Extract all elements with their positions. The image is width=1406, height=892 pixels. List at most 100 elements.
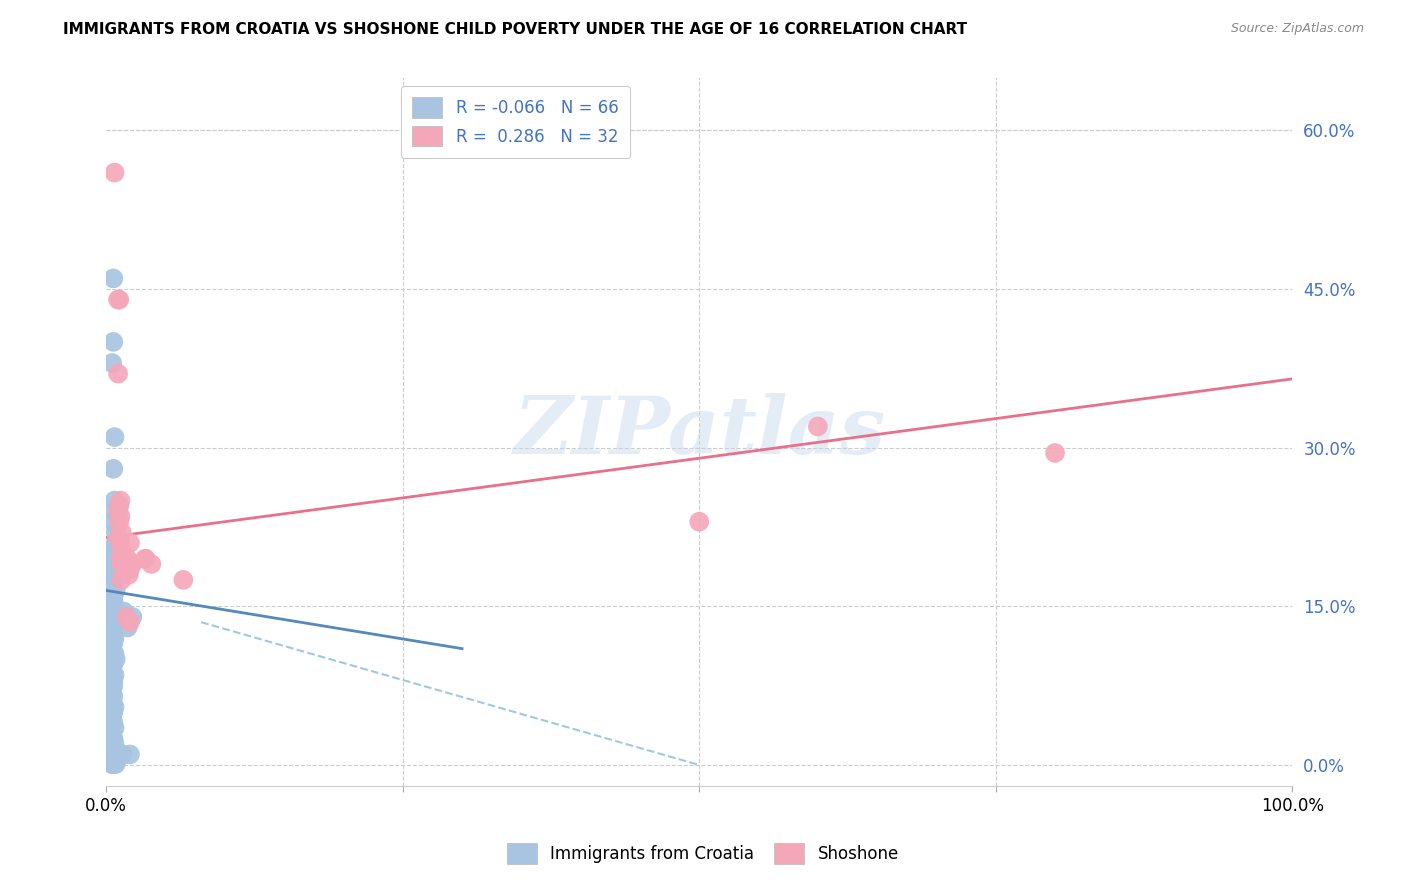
Point — [108, 499, 131, 513]
Point — [103, 715, 125, 730]
Point — [101, 551, 124, 566]
Point — [807, 419, 830, 434]
Point — [103, 749, 125, 764]
Text: IMMIGRANTS FROM CROATIA VS SHOSHONE CHILD POVERTY UNDER THE AGE OF 16 CORRELATIO: IMMIGRANTS FROM CROATIA VS SHOSHONE CHIL… — [63, 22, 967, 37]
Point — [103, 731, 125, 746]
Point — [103, 705, 125, 719]
Point — [101, 641, 124, 656]
Point — [134, 551, 156, 566]
Point — [134, 551, 156, 566]
Point — [103, 756, 125, 770]
Point — [103, 721, 125, 735]
Point — [103, 647, 125, 661]
Point — [103, 668, 125, 682]
Point — [110, 509, 132, 524]
Point — [103, 631, 125, 645]
Point — [111, 573, 134, 587]
Point — [103, 615, 125, 630]
Point — [104, 756, 127, 771]
Point — [117, 620, 139, 634]
Point — [103, 557, 125, 571]
Point — [110, 551, 132, 566]
Point — [118, 615, 141, 630]
Point — [103, 673, 125, 688]
Point — [103, 493, 125, 508]
Point — [108, 293, 131, 307]
Point — [103, 462, 125, 476]
Point — [103, 742, 125, 756]
Point — [104, 652, 127, 666]
Point — [103, 610, 125, 624]
Point — [104, 525, 127, 540]
Point — [103, 504, 125, 518]
Point — [118, 747, 141, 762]
Point — [121, 557, 143, 571]
Point — [112, 562, 135, 576]
Point — [101, 567, 124, 582]
Point — [101, 726, 124, 740]
Point — [103, 679, 125, 693]
Text: Source: ZipAtlas.com: Source: ZipAtlas.com — [1230, 22, 1364, 36]
Point — [103, 594, 125, 608]
Point — [101, 620, 124, 634]
Point — [107, 367, 129, 381]
Point — [101, 756, 124, 771]
Point — [103, 753, 125, 767]
Point — [103, 589, 125, 603]
Point — [112, 605, 135, 619]
Point — [141, 557, 163, 571]
Point — [172, 573, 194, 587]
Point — [110, 536, 132, 550]
Point — [1043, 446, 1066, 460]
Point — [101, 710, 124, 724]
Point — [107, 293, 129, 307]
Point — [101, 356, 124, 370]
Point — [121, 610, 143, 624]
Point — [107, 531, 129, 545]
Point — [118, 562, 141, 576]
Point — [103, 625, 125, 640]
Point — [118, 536, 141, 550]
Point — [104, 536, 127, 550]
Point — [103, 334, 125, 349]
Point — [103, 605, 125, 619]
Point — [110, 493, 132, 508]
Point — [111, 546, 134, 560]
Point — [107, 504, 129, 518]
Legend: R = -0.066   N = 66, R =  0.286   N = 32: R = -0.066 N = 66, R = 0.286 N = 32 — [401, 86, 630, 158]
Point — [103, 756, 125, 771]
Point — [101, 694, 124, 708]
Point — [103, 699, 125, 714]
Text: ZIPatlas: ZIPatlas — [513, 393, 886, 471]
Point — [115, 610, 138, 624]
Point — [118, 567, 141, 582]
Point — [101, 756, 124, 771]
Point — [117, 551, 139, 566]
Point — [111, 546, 134, 560]
Point — [103, 690, 125, 704]
Point — [111, 557, 134, 571]
Point — [103, 541, 125, 556]
Point — [103, 636, 125, 650]
Point — [108, 515, 131, 529]
Point — [103, 756, 125, 771]
Point — [101, 663, 124, 677]
Point — [103, 430, 125, 444]
Point — [111, 525, 134, 540]
Legend: Immigrants from Croatia, Shoshone: Immigrants from Croatia, Shoshone — [501, 837, 905, 871]
Point — [101, 747, 124, 762]
Point — [103, 573, 125, 587]
Point — [104, 583, 127, 598]
Point — [103, 737, 125, 751]
Point — [688, 515, 710, 529]
Point — [103, 562, 125, 576]
Point — [103, 271, 125, 285]
Point — [103, 515, 125, 529]
Point — [103, 599, 125, 614]
Point — [101, 684, 124, 698]
Point — [103, 756, 125, 771]
Point — [103, 756, 125, 771]
Point — [103, 546, 125, 560]
Point — [103, 166, 125, 180]
Point — [101, 755, 124, 769]
